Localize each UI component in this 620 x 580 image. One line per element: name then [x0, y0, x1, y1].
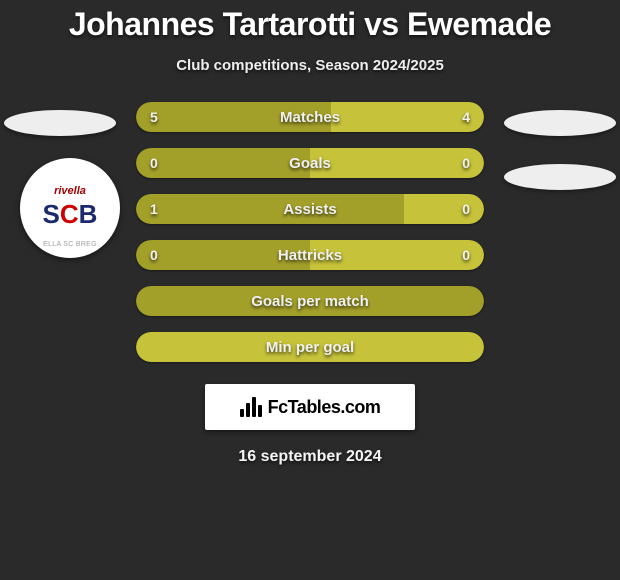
stat-segment-right [136, 332, 484, 362]
stat-row: Min per goal [136, 332, 484, 362]
stat-segment-right [404, 194, 484, 224]
stat-segment-right [310, 240, 484, 270]
badge-ring-text: ELLA SC BREG [43, 241, 97, 248]
stat-row: Assists10 [136, 194, 484, 224]
stat-segment-right [310, 148, 484, 178]
subtitle: Club competitions, Season 2024/2025 [0, 57, 620, 74]
stat-segment-left [136, 286, 484, 316]
stat-segment-left [136, 102, 331, 132]
badge-top-text: rivella [52, 185, 88, 197]
fctables-text: FcTables.com [268, 397, 381, 418]
stat-row: Hattricks00 [136, 240, 484, 270]
stat-segment-left [136, 240, 310, 270]
stat-row: Matches54 [136, 102, 484, 132]
stat-row: Goals00 [136, 148, 484, 178]
placeholder-oval [504, 164, 616, 190]
stat-row: Goals per match [136, 286, 484, 316]
stat-segment-right [331, 102, 484, 132]
left-club-badge: rivella SCB ELLA SC BREG [20, 158, 120, 258]
stat-segment-left [136, 194, 404, 224]
stat-bars: Matches54 Goals00 Assists10 Hattricks00 Goal… [136, 102, 484, 378]
placeholder-oval [504, 110, 616, 136]
bar-chart-icon [240, 397, 262, 417]
fctables-badge: FcTables.com [205, 384, 415, 430]
badge-main-text: SCB [43, 201, 98, 227]
date-text: 16 september 2024 [0, 448, 620, 466]
page-title: Johannes Tartarotti vs Ewemade [0, 0, 620, 43]
placeholder-oval [4, 110, 116, 136]
stat-segment-left [136, 148, 310, 178]
comparison-chart: rivella SCB ELLA SC BREG Matches54 Goals0… [0, 102, 620, 372]
